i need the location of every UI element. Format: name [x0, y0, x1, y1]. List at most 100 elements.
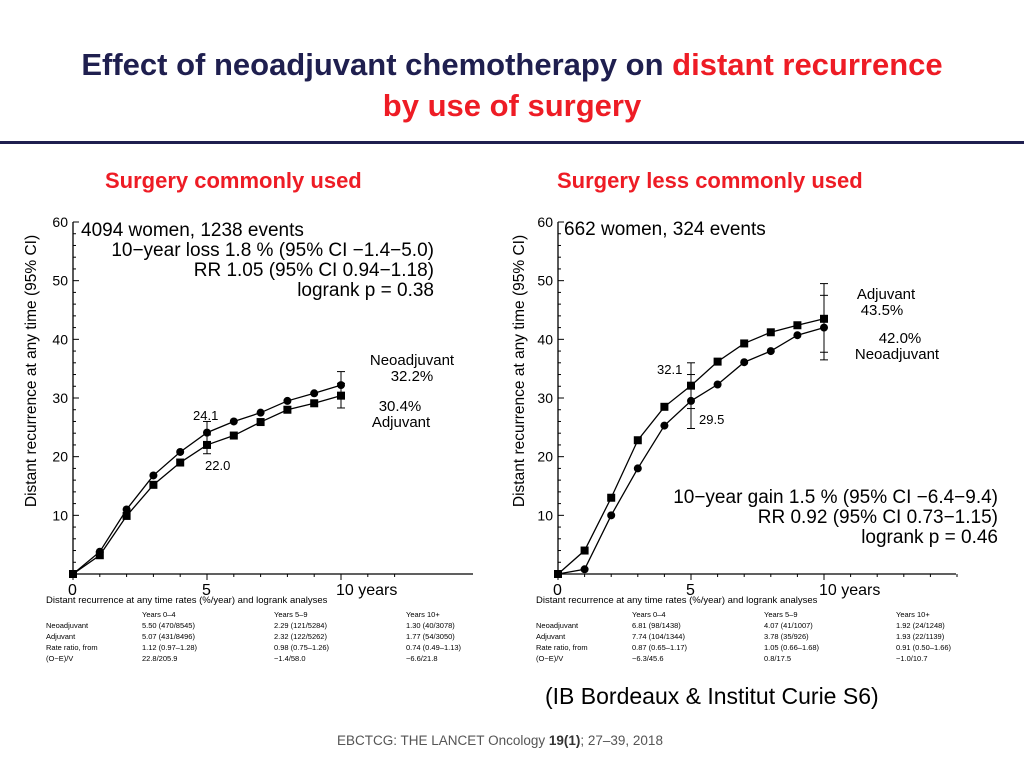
- x-tick-label: 10 years: [819, 582, 880, 599]
- table-header-cell: Years 5–9: [764, 610, 798, 619]
- table-cell: Neoadjuvant: [536, 621, 579, 630]
- title-part-3: by use of surgery: [382, 88, 642, 123]
- citation-pages: ; 27–39, 2018: [580, 733, 663, 748]
- table-row: Rate ratio, from 0.87 (0.65–1.17) 1.05 (…: [536, 642, 976, 653]
- y-tick-label: 60: [52, 214, 68, 230]
- table-cell: Adjuvant: [46, 632, 76, 641]
- y-tick-label: 40: [52, 331, 68, 347]
- data-point-neoadjuvant: [554, 570, 562, 578]
- data-point-neoadjuvant: [176, 447, 185, 456]
- data-point-adjuvant: [740, 339, 749, 348]
- y-tick-label: 50: [52, 273, 68, 289]
- data-point-adjuvant: [310, 399, 319, 408]
- marks-left: [69, 371, 345, 578]
- table-row: Rate ratio, from 1.12 (0.97–1.28) 0.98 (…: [46, 642, 486, 653]
- table-cell: (O−E)/V: [536, 654, 564, 663]
- y-tick-label: 60: [537, 214, 553, 230]
- data-point-adjuvant: [176, 458, 185, 467]
- series-label-neoadjuvant: Neoadjuvant: [370, 352, 455, 369]
- table-cell: 22.8/205.9: [142, 654, 178, 663]
- y-tick-label: 30: [537, 390, 553, 406]
- table-cell: 1.92 (24/1248): [896, 621, 945, 630]
- table-cell: 1.77 (54/3050): [406, 632, 455, 641]
- data-point-adjuvant: [69, 570, 77, 578]
- table-cell: 3.78 (35/926): [764, 632, 809, 641]
- series-label-adjuvant: Adjuvant: [372, 414, 431, 431]
- table-cell: 5.50 (470/8545): [142, 621, 195, 630]
- y-tick-label: 10: [537, 507, 553, 523]
- data-point-adjuvant: [633, 436, 642, 445]
- series-value-neoadjuvant: 32.2%: [391, 368, 434, 385]
- source-note: (IB Bordeaux & Institut Curie S6): [545, 683, 879, 709]
- data-point-adjuvant: [149, 480, 158, 489]
- data-point-adjuvant: [283, 405, 292, 414]
- table-header-cell: Years 0–4: [632, 610, 666, 619]
- table-cell: 0.91 (0.50–1.66): [896, 643, 952, 652]
- stat-line-1: 4094 women, 1238 events: [81, 220, 304, 241]
- series-value-adjuvant: 43.5%: [861, 302, 904, 319]
- data-point-neoadjuvant: [256, 408, 265, 417]
- x-tick-label: 0: [553, 582, 562, 599]
- table: Years 0–4 Years 5–9 Years 10+ Neoadjuvan…: [536, 609, 976, 664]
- table-row: (O−E)/V −6.3/45.6 0.8/17.5 −1.0/10.7: [536, 653, 976, 664]
- series-value-neoadjuvant: 42.0%: [879, 330, 922, 347]
- rates-table-left: Distant recurrence at any time rates (%/…: [46, 595, 486, 664]
- data-point-adjuvant: [580, 546, 589, 555]
- table-cell: Neoadjuvant: [46, 621, 89, 630]
- table-cell: 1.12 (0.97–1.28): [142, 643, 198, 652]
- table-cell: 6.81 (98/1438): [632, 621, 681, 630]
- y-tick-label: 20: [537, 449, 553, 465]
- table-header-cell: [536, 609, 632, 620]
- stat-line-4: logrank p = 0.46: [861, 527, 998, 548]
- five-year-label-neoadjuvant: 24.1: [193, 408, 218, 423]
- stat-line-2: 10−year loss 1.8 % (95% CI −1.4−5.0): [111, 240, 434, 261]
- data-point-neoadjuvant: [122, 505, 131, 514]
- data-point-neoadjuvant: [713, 380, 722, 389]
- data-point-neoadjuvant: [687, 396, 695, 405]
- data-point-neoadjuvant: [766, 347, 775, 356]
- y-axis-label: Distant recurrence at any time (95% CI): [23, 235, 40, 507]
- panel-heading-left: Surgery commonly used: [105, 168, 362, 193]
- table-cell: 0.87 (0.65–1.17): [632, 643, 688, 652]
- data-point-adjuvant: [122, 511, 131, 520]
- data-point-neoadjuvant: [740, 358, 749, 367]
- rates-table-right: Distant recurrence at any time rates (%/…: [536, 595, 976, 664]
- data-point-neoadjuvant: [820, 323, 828, 332]
- table-cell: 5.07 (431/8496): [142, 632, 195, 641]
- marks-right: [554, 283, 828, 578]
- data-point-neoadjuvant: [793, 331, 802, 340]
- data-point-neoadjuvant: [633, 464, 642, 473]
- stat-line-3: RR 1.05 (95% CI 0.94−1.18): [194, 260, 434, 281]
- table-cell: (O−E)/V: [46, 654, 74, 663]
- data-point-adjuvant: [660, 402, 669, 411]
- table-title: Distant recurrence at any time rates (%/…: [536, 595, 818, 606]
- y-axis-label: Distant recurrence at any time (95% CI): [511, 235, 528, 507]
- data-point-adjuvant: [256, 418, 265, 427]
- table-cell: 4.07 (41/1007): [764, 621, 813, 630]
- panel-heading-right: Surgery less commonly used: [557, 168, 863, 193]
- stat-line-4: logrank p = 0.38: [297, 280, 434, 301]
- series-label-neoadjuvant: Neoadjuvant: [855, 346, 940, 363]
- stat-line-3: RR 0.92 (95% CI 0.73−1.15): [758, 507, 998, 528]
- table-cell: 0.74 (0.49–1.13): [406, 643, 462, 652]
- data-point-neoadjuvant: [283, 396, 292, 405]
- x-tick-label: 5: [686, 582, 695, 599]
- table-row: Adjuvant 5.07 (431/8496) 2.32 (122/5262)…: [46, 631, 486, 642]
- title-highlight: distant recurrence: [672, 47, 943, 82]
- data-point-neoadjuvant: [149, 471, 158, 480]
- five-year-label-adjuvant: 32.1: [657, 362, 682, 377]
- data-point-adjuvant: [95, 551, 104, 560]
- table-row: (O−E)/V 22.8/205.9 −1.4/58.0 −6.6/21.8: [46, 653, 486, 664]
- slide-title: Effect of neoadjuvant chemotherapy on di…: [0, 44, 1024, 126]
- stat-line-1: 662 women, 324 events: [564, 219, 766, 240]
- data-point-neoadjuvant: [660, 421, 669, 430]
- table-cell: 1.93 (22/1139): [896, 632, 945, 641]
- data-point-adjuvant: [607, 493, 616, 502]
- table-cell: Rate ratio, from: [46, 643, 98, 652]
- data-point-adjuvant: [203, 440, 211, 449]
- chart-left: 10 20 30 40 50 60 0 5 10 years Distant recurrenc…: [23, 214, 473, 599]
- table-cell: 0.98 (0.75–1.26): [274, 643, 330, 652]
- table-row: Adjuvant 7.74 (104/1344) 3.78 (35/926) 1…: [536, 631, 976, 642]
- table-cell: −1.4/58.0: [274, 654, 306, 663]
- data-point-neoadjuvant: [229, 417, 238, 426]
